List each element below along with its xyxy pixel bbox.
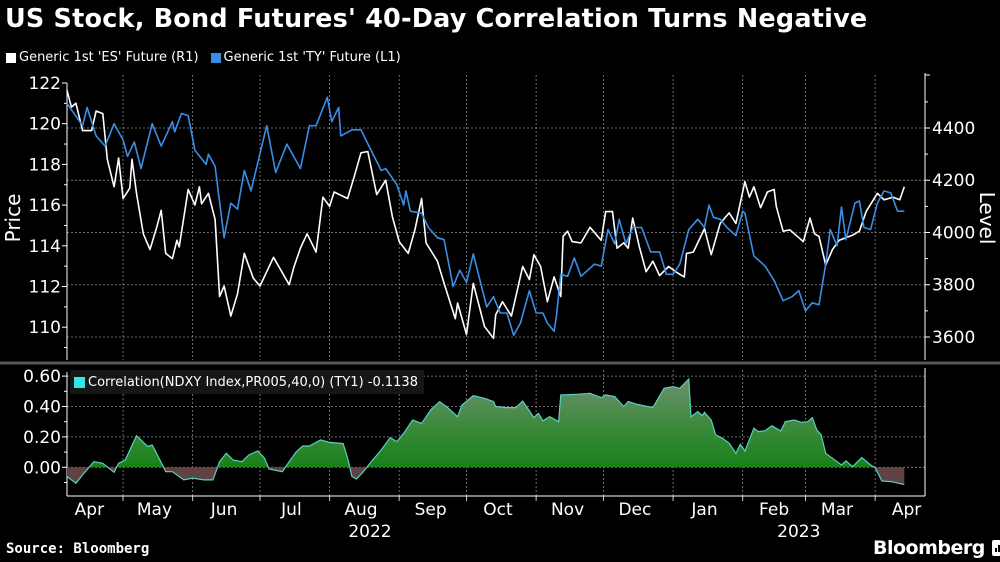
correlation-line (66, 377, 905, 486)
axes (0, 73, 1000, 501)
right-tick-label: 4400 (932, 119, 975, 139)
correlation-legend: Correlation(NDXY Index,PR005,40,0) (TY1)… (70, 370, 424, 394)
right-tick-label: 4000 (932, 223, 975, 243)
legend-label-ty: Generic 1st 'TY' Future (L1) (223, 50, 401, 65)
month-label: Nov (551, 500, 584, 520)
right-tick-label: 4200 (932, 171, 975, 191)
left-tick-label: 118 (29, 155, 61, 175)
left-tick-label: 110 (29, 318, 61, 338)
es-swatch-icon (6, 52, 16, 63)
chart-title: US Stock, Bond Futures' 40-Day Correlati… (5, 4, 868, 34)
month-label: Mar (821, 500, 853, 520)
month-label: Oct (483, 500, 513, 520)
correlation-tick-label: 0.20 (23, 428, 61, 448)
month-label: Jun (210, 500, 238, 520)
month-label: Apr (75, 500, 104, 520)
es-series-line (66, 89, 906, 340)
year-label: 2023 (777, 522, 820, 542)
legend-item-es: Generic 1st 'ES' Future (R1) (6, 50, 199, 65)
legend-label-es: Generic 1st 'ES' Future (R1) (19, 50, 199, 65)
right-tick-label: 3600 (932, 328, 975, 348)
correlation-tick-label: 0.00 (23, 458, 61, 478)
ty-series-line (66, 96, 905, 337)
legend-label-correlation: Correlation(NDXY Index,PR005,40,0) (TY1)… (88, 374, 418, 390)
bloomberg-logo: Bloomberg (873, 537, 1000, 559)
left-tick-label: 120 (29, 115, 61, 135)
left-tick-label: 122 (29, 74, 61, 94)
left-tick-label: 112 (29, 278, 61, 298)
month-label: Aug (344, 500, 377, 520)
month-label: Jan (690, 500, 717, 520)
ty-swatch-icon (210, 52, 221, 63)
month-label: Feb (759, 500, 789, 520)
correlation-tick-label: 0.40 (23, 398, 61, 418)
right-tick-label: 3800 (932, 276, 975, 296)
correlation-swatch-icon (74, 376, 85, 388)
marks (66, 89, 906, 486)
correlation-positive-area (67, 379, 905, 468)
left-tick-label: 116 (29, 196, 61, 216)
month-label: May (137, 500, 172, 520)
source-note: Source: Bloomberg (6, 541, 150, 557)
month-label: Sep (415, 500, 447, 520)
month-label: Apr (892, 500, 921, 520)
axis-labels: 4400 4200 4000 3800 3600 122 120 118 116 114 112 11… (1, 74, 999, 542)
month-label: Jul (280, 500, 302, 520)
top-legend: Generic 1st 'ES' Future (R1) Generic 1st… (6, 50, 413, 65)
legend-item-ty: Generic 1st 'TY' Future (L1) (210, 50, 401, 65)
brand-name: Bloomberg (873, 537, 985, 559)
left-axis-title: Price (1, 194, 25, 243)
right-axis-title: Level (975, 192, 999, 245)
bloomberg-chart-icon (991, 540, 1000, 556)
correlation-tick-label: 0.60 (23, 367, 61, 387)
month-label: Dec (618, 500, 651, 520)
left-tick-label: 114 (29, 237, 61, 257)
year-label: 2022 (348, 522, 391, 542)
